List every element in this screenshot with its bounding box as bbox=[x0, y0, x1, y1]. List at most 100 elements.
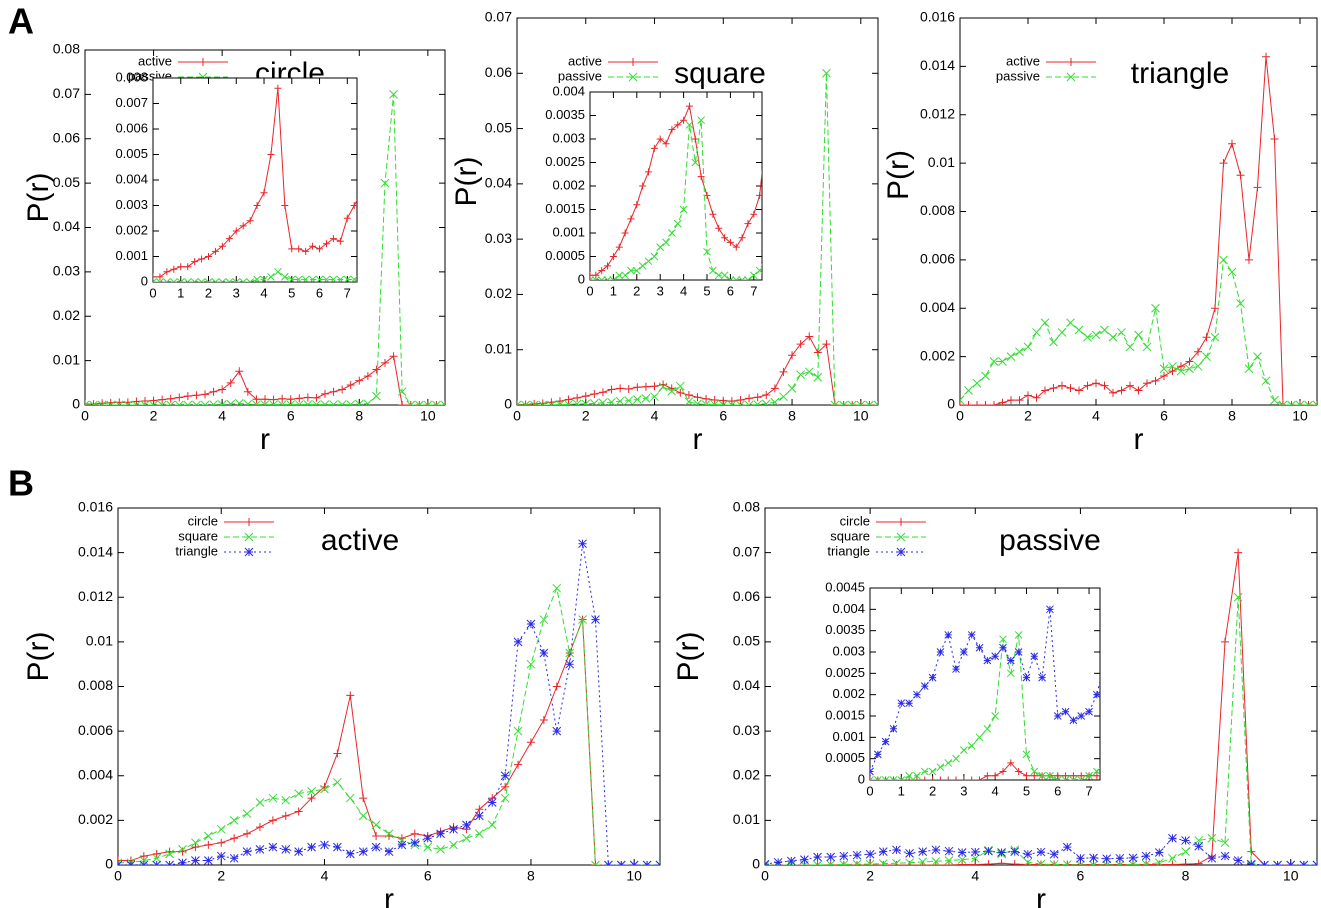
point-marker bbox=[749, 271, 758, 280]
point-marker bbox=[85, 400, 90, 405]
y-tick-label: 0 bbox=[578, 271, 585, 286]
chart-title: passive bbox=[999, 524, 1101, 557]
point-marker bbox=[1253, 352, 1262, 361]
point-marker bbox=[294, 847, 304, 856]
point-marker bbox=[1014, 631, 1023, 639]
point-marker bbox=[267, 151, 275, 158]
point-marker bbox=[1247, 847, 1256, 856]
point-marker bbox=[573, 393, 582, 402]
series-group bbox=[870, 605, 1100, 780]
point-marker bbox=[303, 400, 313, 405]
point-marker bbox=[397, 840, 407, 850]
point-marker bbox=[1061, 776, 1070, 780]
point-marker bbox=[644, 257, 653, 266]
point-marker bbox=[260, 275, 268, 282]
point-marker bbox=[178, 858, 187, 865]
legend-label: square bbox=[178, 528, 218, 543]
point-marker bbox=[1092, 379, 1100, 388]
y-tick-label: 0.01 bbox=[485, 340, 512, 356]
point-marker bbox=[604, 262, 612, 270]
point-marker bbox=[976, 776, 984, 780]
point-marker bbox=[1219, 255, 1228, 265]
point-marker bbox=[627, 215, 635, 223]
y-tick-label: 0.05 bbox=[733, 633, 760, 649]
point-marker bbox=[952, 776, 960, 780]
y-tick-label: 0.0015 bbox=[545, 201, 585, 216]
point-marker bbox=[1202, 333, 1211, 342]
point-marker bbox=[141, 397, 149, 405]
point-marker bbox=[1134, 386, 1143, 395]
point-marker bbox=[720, 271, 729, 280]
point-marker bbox=[565, 659, 575, 669]
point-marker bbox=[615, 243, 623, 251]
point-marker bbox=[881, 737, 890, 746]
point-marker bbox=[1102, 854, 1112, 864]
x-tick-label: 2 bbox=[866, 868, 874, 884]
point-marker bbox=[813, 348, 822, 357]
point-marker bbox=[1228, 139, 1236, 148]
point-marker bbox=[662, 140, 670, 148]
point-marker bbox=[684, 391, 693, 400]
point-marker bbox=[786, 856, 796, 865]
point-marker bbox=[1076, 860, 1085, 865]
legend-label: square bbox=[830, 528, 870, 543]
point-marker bbox=[255, 823, 264, 832]
point-marker bbox=[714, 271, 723, 280]
legend-marker bbox=[628, 72, 638, 82]
point-marker bbox=[320, 840, 329, 850]
point-marker bbox=[1085, 771, 1093, 780]
point-marker bbox=[905, 699, 913, 708]
point-marker bbox=[590, 398, 599, 405]
point-marker bbox=[1109, 388, 1117, 397]
x-axis-label: r bbox=[260, 423, 270, 456]
x-tick-label: 0 bbox=[114, 868, 122, 884]
point-marker bbox=[191, 856, 200, 865]
point-marker bbox=[1168, 367, 1177, 376]
point-marker bbox=[736, 400, 745, 405]
point-marker bbox=[598, 388, 607, 397]
point-marker bbox=[552, 726, 562, 736]
point-marker bbox=[805, 332, 814, 341]
point-marker bbox=[1115, 860, 1125, 865]
point-marker bbox=[329, 275, 338, 282]
point-marker bbox=[822, 68, 831, 78]
point-marker bbox=[944, 759, 953, 767]
y-tick-label: 0 bbox=[947, 396, 955, 412]
point-marker bbox=[693, 399, 702, 405]
y-tick-label: 0.008 bbox=[920, 202, 955, 218]
point-marker bbox=[329, 387, 338, 396]
point-marker bbox=[866, 861, 875, 865]
y-tick-label: 0.001 bbox=[115, 248, 148, 263]
point-marker bbox=[355, 376, 364, 385]
point-marker bbox=[1049, 337, 1058, 347]
point-marker bbox=[578, 615, 587, 624]
point-marker bbox=[232, 278, 241, 282]
point-marker bbox=[892, 845, 901, 855]
legend-marker bbox=[896, 547, 906, 557]
point-marker bbox=[1236, 299, 1245, 308]
point-marker bbox=[1141, 851, 1151, 861]
point-marker bbox=[750, 210, 758, 218]
point-marker bbox=[1151, 303, 1160, 313]
point-marker bbox=[1270, 134, 1279, 143]
point-marker bbox=[1304, 401, 1313, 405]
point-marker bbox=[691, 158, 700, 167]
point-marker bbox=[1091, 330, 1101, 340]
point-marker bbox=[163, 268, 171, 276]
y-tick-label: 0.0035 bbox=[545, 107, 585, 122]
point-marker bbox=[381, 358, 389, 367]
point-marker bbox=[1117, 328, 1126, 337]
point-marker bbox=[667, 386, 677, 396]
point-marker bbox=[462, 820, 471, 830]
point-marker bbox=[721, 234, 729, 242]
y-tick-label: 0.0015 bbox=[825, 707, 865, 722]
point-marker bbox=[1006, 669, 1015, 678]
point-marker bbox=[371, 842, 381, 852]
inset-frame bbox=[152, 77, 358, 283]
point-marker bbox=[701, 400, 711, 405]
point-marker bbox=[1038, 771, 1046, 780]
y-tick-label: 0.03 bbox=[485, 230, 512, 246]
y-tick-label: 0.016 bbox=[78, 499, 113, 515]
point-marker bbox=[226, 378, 235, 387]
point-marker bbox=[302, 247, 310, 255]
